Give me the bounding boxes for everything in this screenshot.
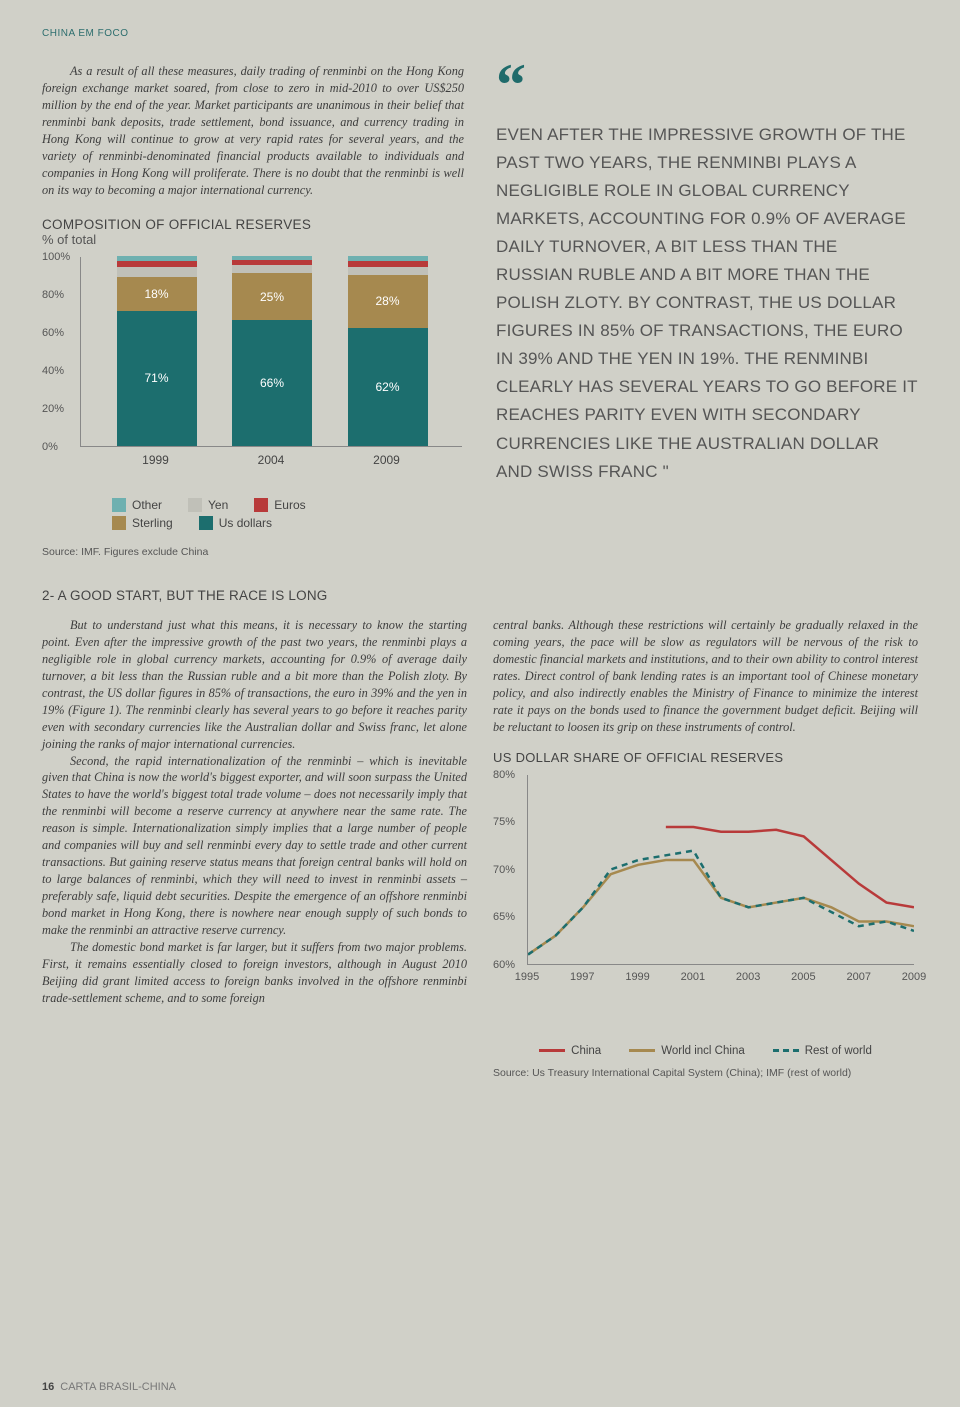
chart2-source: Source: Us Treasury International Capita… bbox=[493, 1067, 918, 1079]
legend-item: Rest of world bbox=[773, 1045, 872, 1057]
legend-item: China bbox=[539, 1045, 601, 1057]
chart1: 0%20%40%60%80%100% 71%18%66%25%62%28% 19… bbox=[42, 257, 464, 492]
ytick: 80% bbox=[493, 769, 515, 781]
xtick: 2001 bbox=[681, 971, 705, 983]
x-category: 1999 bbox=[116, 453, 196, 467]
legend-item: Us dollars bbox=[199, 516, 272, 530]
bar-segment bbox=[348, 256, 428, 262]
para-1: As a result of all these measures, daily… bbox=[42, 63, 464, 199]
bar-value-label: 28% bbox=[348, 294, 428, 308]
ytick: 60% bbox=[493, 959, 515, 971]
xtick: 1999 bbox=[625, 971, 649, 983]
xtick: 2009 bbox=[902, 971, 926, 983]
legend-item: Euros bbox=[254, 498, 305, 512]
xtick: 1995 bbox=[515, 971, 539, 983]
bar-segment bbox=[117, 256, 197, 262]
bar-segment: 71% bbox=[117, 311, 197, 446]
xtick: 2007 bbox=[846, 971, 870, 983]
bar-segment: 25% bbox=[232, 273, 312, 321]
ytick: 40% bbox=[42, 365, 64, 377]
bar-segment: 18% bbox=[117, 277, 197, 311]
xtick: 2003 bbox=[736, 971, 760, 983]
ytick: 80% bbox=[42, 289, 64, 301]
bar-segment bbox=[348, 267, 428, 275]
bar-segment bbox=[348, 261, 428, 267]
para-3: Second, the rapid internationalization o… bbox=[42, 753, 467, 940]
bar-segment: 66% bbox=[232, 320, 312, 445]
chart1-source: Source: IMF. Figures exclude China bbox=[42, 546, 464, 558]
ytick: 100% bbox=[42, 251, 70, 263]
bar-value-label: 18% bbox=[117, 287, 197, 301]
bar-value-label: 66% bbox=[232, 376, 312, 390]
bar-segment bbox=[232, 260, 312, 266]
chart2-legend: China World incl China Rest of world bbox=[493, 1045, 918, 1057]
subsection-title: 2- A GOOD START, BUT THE RACE IS LONG bbox=[42, 588, 918, 603]
legend-item: Yen bbox=[188, 498, 228, 512]
ytick: 75% bbox=[493, 816, 515, 828]
chart1-subtitle: % of total bbox=[42, 232, 464, 247]
xtick: 2005 bbox=[791, 971, 815, 983]
bar-value-label: 25% bbox=[232, 290, 312, 304]
bar-segment bbox=[117, 267, 197, 277]
bar-segment: 28% bbox=[348, 275, 428, 328]
bar-segment bbox=[117, 261, 197, 267]
bar-value-label: 62% bbox=[348, 380, 428, 394]
ytick: 60% bbox=[42, 327, 64, 339]
page-footer: 16CARTA BRASIL-CHINA bbox=[42, 1381, 176, 1393]
x-category: 2004 bbox=[231, 453, 311, 467]
para-5: central banks. Although these restrictio… bbox=[493, 617, 918, 736]
chart-line bbox=[528, 860, 914, 955]
bar-segment bbox=[232, 256, 312, 260]
chart2: 60%65%70%75%80% 199519971999200120032005… bbox=[493, 775, 918, 1015]
section-label: CHINA EM FOCO bbox=[42, 28, 918, 39]
pullquote: “ EVEN AFTER THE IMPRESSIVE GROWTH OF TH… bbox=[496, 63, 918, 486]
xtick: 1997 bbox=[570, 971, 594, 983]
chart-line bbox=[528, 850, 914, 954]
para-2: But to understand just what this means, … bbox=[42, 617, 467, 753]
chart1-title: COMPOSITION OF OFFICIAL RESERVES bbox=[42, 217, 464, 232]
ytick: 20% bbox=[42, 403, 64, 415]
para-4: The domestic bond market is far larger, … bbox=[42, 939, 467, 1007]
bar-segment bbox=[232, 265, 312, 273]
quote-mark-icon: “ bbox=[496, 67, 918, 103]
ytick: 70% bbox=[493, 864, 515, 876]
chart2-title: US DOLLAR SHARE OF OFFICIAL RESERVES bbox=[493, 750, 918, 765]
x-category: 2009 bbox=[347, 453, 427, 467]
legend-item: Other bbox=[112, 498, 162, 512]
ytick: 65% bbox=[493, 911, 515, 923]
chart1-legend: Other Yen Euros Sterling Us dollars bbox=[112, 498, 464, 530]
bar-segment: 62% bbox=[348, 328, 428, 446]
ytick: 0% bbox=[42, 441, 58, 453]
bar-value-label: 71% bbox=[117, 371, 197, 385]
legend-item: World incl China bbox=[629, 1045, 745, 1057]
legend-item: Sterling bbox=[112, 516, 173, 530]
